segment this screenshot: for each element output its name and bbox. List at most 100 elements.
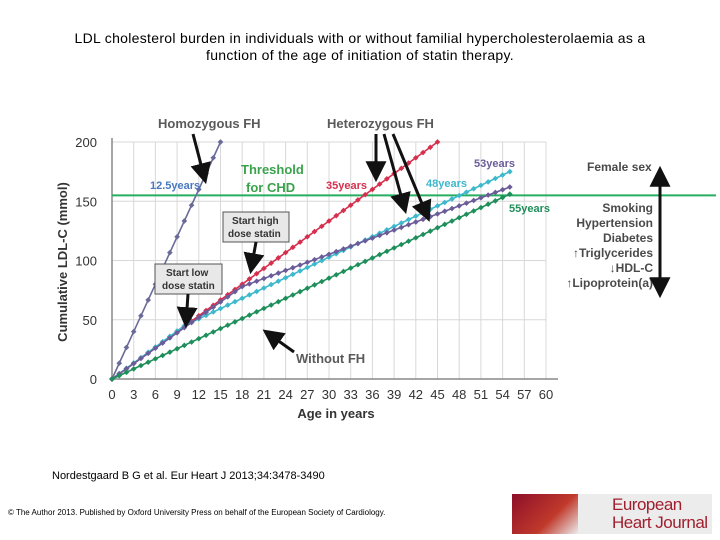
- series-marker: [340, 268, 347, 275]
- series-marker: [145, 350, 151, 357]
- series-marker: [492, 189, 499, 196]
- series-marker: [362, 191, 368, 198]
- series-marker: [369, 255, 376, 261]
- title-line-1: LDL cholesterol burden in individuals wi…: [74, 30, 646, 46]
- series-marker: [138, 312, 144, 319]
- y-tick-label: 150: [75, 194, 97, 209]
- series-marker: [405, 216, 412, 223]
- series-marker: [427, 228, 434, 234]
- series-marker: [290, 264, 296, 271]
- y-axis-label: Cumulative LDL-C (mmol): [55, 182, 70, 342]
- series-marker: [232, 298, 238, 305]
- series-marker: [123, 369, 130, 376]
- start-low-box: [154, 263, 223, 295]
- logo-swoosh: [512, 494, 578, 534]
- start-low-line1: Start low: [166, 268, 208, 279]
- series-marker: [130, 360, 137, 367]
- x-tick-label: 9: [173, 387, 180, 402]
- risk-factor-lipoprotein-a: ↑Lipoprotein(a): [566, 276, 653, 290]
- series-marker: [195, 335, 202, 342]
- x-tick-label: 60: [539, 387, 553, 402]
- series-marker: [116, 360, 123, 367]
- homozygous-arrow: [190, 133, 211, 185]
- series-marker: [355, 197, 361, 203]
- x-tick-label: 18: [235, 387, 249, 402]
- series-marker: [217, 299, 224, 305]
- series-marker: [384, 248, 390, 255]
- series-marker: [123, 344, 130, 351]
- series-marker: [246, 292, 253, 298]
- series-marker: [159, 340, 166, 346]
- series-marker: [347, 265, 354, 271]
- series-marker: [355, 261, 361, 268]
- series-marker: [275, 255, 282, 261]
- y-tick-label: 100: [75, 254, 97, 269]
- series-marker: [261, 305, 267, 312]
- without-fh-arrow: [262, 329, 295, 354]
- series-marker: [261, 275, 267, 282]
- x-tick-label: 24: [278, 387, 292, 402]
- series-marker: [478, 204, 484, 211]
- series-marker: [318, 278, 325, 285]
- series-marker: [174, 233, 180, 240]
- series-marker: [290, 271, 296, 278]
- series-marker: [181, 342, 188, 349]
- series-marker: [456, 214, 463, 221]
- series-marker: [456, 192, 463, 199]
- series-marker: [304, 259, 311, 266]
- x-axis-label: Age in years: [297, 406, 374, 421]
- series-marker: [398, 165, 405, 172]
- series-marker: [275, 270, 282, 276]
- series-marker: [412, 154, 419, 161]
- y-tick-label: 50: [83, 313, 97, 328]
- series-marker: [268, 281, 274, 288]
- series-marker: [499, 186, 506, 193]
- series-marker: [152, 345, 159, 352]
- series-marker: [470, 197, 477, 204]
- series-marker: [507, 168, 513, 175]
- age-35-label: 35years: [326, 180, 367, 192]
- title-line-2: function of the age of initiation of sta…: [206, 47, 514, 63]
- series-marker: [456, 203, 463, 209]
- x-tick-label: 57: [517, 387, 531, 402]
- start-high-box: [222, 211, 290, 243]
- threshold-label-line1: Threshold: [241, 162, 304, 177]
- series-marker: [499, 194, 506, 201]
- series-marker: [210, 309, 217, 315]
- series-marker: [369, 235, 376, 241]
- series-marker: [420, 231, 426, 238]
- female-sex-label: Female sex: [587, 160, 652, 174]
- series-marker: [434, 224, 441, 231]
- series-marker: [507, 184, 513, 190]
- series-marker: [362, 238, 368, 244]
- series-marker: [138, 355, 144, 362]
- series-marker: [282, 249, 289, 256]
- series-marker: [145, 359, 151, 366]
- series-marker: [138, 362, 144, 369]
- series-marker: [434, 139, 441, 145]
- series-marker: [188, 339, 195, 345]
- heterozygous-arrow-2: [382, 133, 411, 215]
- threshold-label-line2: for CHD: [246, 180, 295, 195]
- series-marker: [188, 202, 195, 209]
- series-marker: [333, 271, 340, 278]
- series-marker: [210, 154, 217, 161]
- series-marker: [253, 288, 260, 295]
- series-marker: [449, 196, 455, 202]
- series-marker: [391, 245, 397, 251]
- series-marker: [109, 376, 115, 382]
- series-marker: [398, 220, 405, 226]
- series-marker: [275, 298, 282, 305]
- logo-line-1: European: [612, 495, 682, 514]
- y-tick-label: 200: [75, 135, 97, 150]
- series-marker: [246, 312, 253, 318]
- series-marker: [405, 238, 412, 245]
- series-marker: [210, 304, 217, 310]
- series-marker: [203, 332, 209, 339]
- series-marker: [224, 302, 231, 308]
- series-marker: [492, 198, 499, 204]
- series-marker: [470, 185, 477, 192]
- series-marker: [347, 202, 354, 209]
- homozygous-label: Homozygous FH: [158, 116, 261, 131]
- series-marker: [282, 295, 289, 302]
